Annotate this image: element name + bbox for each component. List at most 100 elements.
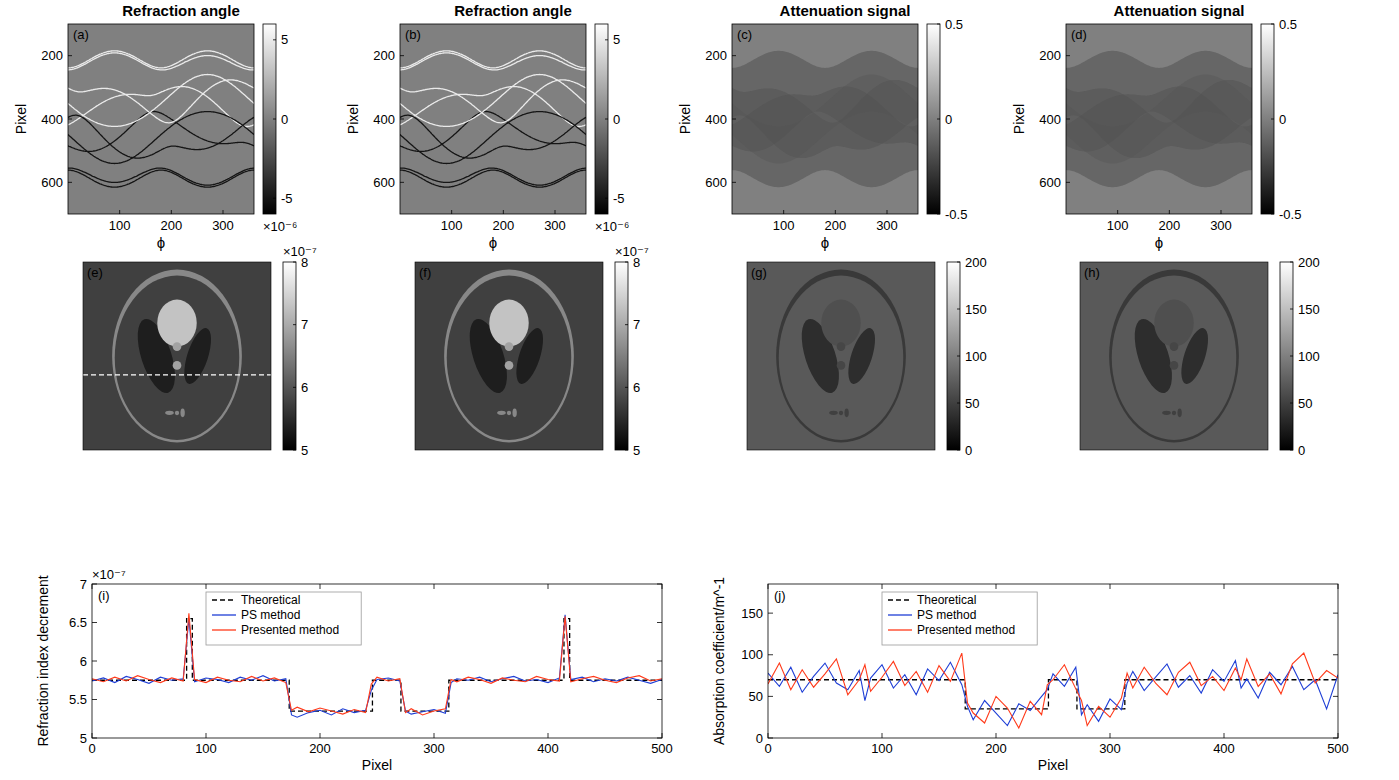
y-tick xyxy=(68,55,72,56)
colorbar-tick xyxy=(293,387,296,388)
x-tick xyxy=(1169,210,1170,214)
y-axis-title: Refraction index decrement xyxy=(35,575,51,746)
y-tick xyxy=(768,738,773,739)
x-tick xyxy=(662,584,663,589)
x-axis-title: Pixel xyxy=(1038,757,1068,773)
colorbar-offset: ×10⁻⁶ xyxy=(263,219,297,234)
x-tick-label: 200 xyxy=(160,218,182,233)
x-tick xyxy=(320,733,321,738)
sinogram-panel: 100200300200400600Refraction angleϕPixel… xyxy=(13,2,297,251)
y-axis-title: Pixel xyxy=(1011,104,1027,134)
x-axis-title: ϕ xyxy=(489,234,497,251)
colorbar-tick xyxy=(957,450,960,451)
colorbar-tick-label: 5 xyxy=(613,32,620,47)
colorbar-tick xyxy=(1271,24,1274,25)
y-tick-label: 7 xyxy=(80,577,87,592)
phantom-small-spots xyxy=(844,409,848,418)
x-tick-label: 100 xyxy=(773,218,795,233)
plot-area xyxy=(768,584,1338,738)
colorbar-offset: ×10⁻⁷ xyxy=(615,244,649,259)
phantom-outer-rim xyxy=(1109,270,1239,443)
x-tick-label: 200 xyxy=(985,741,1007,756)
phantom-small-spots xyxy=(829,411,838,415)
y-tick xyxy=(92,699,97,700)
phantom-outer-rim xyxy=(444,270,574,443)
sinogram-edge xyxy=(68,51,254,68)
phantom-small-spots xyxy=(165,411,174,415)
series-line xyxy=(768,661,1338,726)
colorbar-tick xyxy=(1271,214,1274,215)
x-tick xyxy=(1110,733,1111,738)
colorbar-tick xyxy=(1271,119,1274,120)
x-axis-title: ϕ xyxy=(821,234,829,251)
y-tick xyxy=(68,119,72,120)
panel-letter: (i) xyxy=(98,588,110,603)
x-tick xyxy=(768,584,769,589)
colorbar-tick-label: 150 xyxy=(1298,302,1320,317)
image-frame xyxy=(83,262,271,450)
phantom-top-circle xyxy=(1154,300,1193,347)
x-tick xyxy=(503,210,504,214)
y-tick xyxy=(1066,55,1070,56)
colorbar-tick-label: 0 xyxy=(1298,443,1305,458)
colorbar-tick-label: -5 xyxy=(613,191,625,206)
image-background xyxy=(415,262,603,450)
x-tick-label: 300 xyxy=(423,741,445,756)
x-tick xyxy=(555,210,556,214)
colorbar-tick-label: 150 xyxy=(965,302,987,317)
colorbar-tick-label: 6 xyxy=(633,380,640,395)
y-tick xyxy=(400,182,404,183)
colorbar-tick-label: 200 xyxy=(1298,255,1320,270)
x-tick xyxy=(171,210,172,214)
phantom-small-spots xyxy=(512,409,516,418)
sinogram-edge xyxy=(400,112,586,152)
colorbar-tick-label: 50 xyxy=(965,396,979,411)
y-tick-label: 600 xyxy=(373,175,395,190)
sinogram-edge xyxy=(68,168,254,185)
y-tick-label: 5 xyxy=(80,731,87,746)
y-tick-label: 400 xyxy=(373,112,395,127)
plot-data xyxy=(92,613,662,717)
sinogram-data xyxy=(732,24,918,214)
y-tick-label: 600 xyxy=(1039,175,1061,190)
panel-letter: (f) xyxy=(419,265,431,280)
y-tick-label: 6 xyxy=(80,654,87,669)
x-tick-label: 200 xyxy=(492,218,514,233)
legend-swatch xyxy=(212,614,236,615)
colorbar-tick xyxy=(605,119,608,120)
colorbar-tick xyxy=(273,119,276,120)
sinogram-edge xyxy=(68,115,254,158)
sinogram-edge xyxy=(68,170,254,187)
phantom-top-circle xyxy=(157,300,196,347)
y-tick xyxy=(92,622,97,623)
y-tick xyxy=(732,119,736,120)
panel-letter: (c) xyxy=(737,27,752,42)
colorbar-tick-label: 7 xyxy=(301,317,308,332)
y-tick-label: 5.5 xyxy=(69,692,87,707)
colorbar-offset: ×10⁻⁶ xyxy=(595,219,629,234)
sinogram-data xyxy=(400,24,586,214)
panel-letter: (a) xyxy=(73,27,89,42)
sinogram-background xyxy=(1066,24,1252,214)
colorbar-tick-label: -0.5 xyxy=(1279,207,1301,222)
image-frame xyxy=(415,262,603,450)
y-tick xyxy=(768,613,773,614)
colorbar xyxy=(615,262,628,450)
y-tick-label: 400 xyxy=(41,112,63,127)
colorbar-tick-label: 5 xyxy=(633,443,640,458)
colorbar xyxy=(263,24,276,214)
colorbar-tick xyxy=(1290,356,1293,357)
panel-letter: (e) xyxy=(87,265,103,280)
x-tick xyxy=(783,210,784,214)
plot-frame xyxy=(400,24,586,214)
x-tick-label: 100 xyxy=(195,741,217,756)
phantom-neck xyxy=(505,342,514,351)
colorbar-tick-label: 0.5 xyxy=(1279,17,1297,32)
x-tick xyxy=(768,733,769,738)
x-tick xyxy=(548,584,549,589)
x-tick xyxy=(887,210,888,214)
colorbar-tick-label: 100 xyxy=(1298,349,1320,364)
panel-title: Attenuation signal xyxy=(1114,2,1245,19)
colorbar-tick-label: 50 xyxy=(1298,396,1312,411)
colorbar-tick xyxy=(293,324,296,325)
